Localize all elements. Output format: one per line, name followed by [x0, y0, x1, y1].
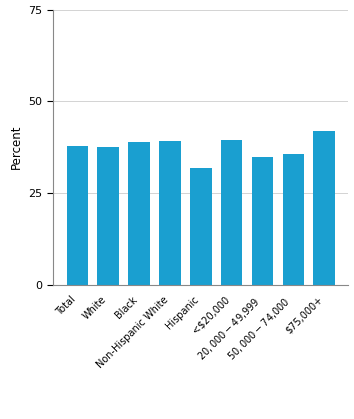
Bar — [97, 147, 119, 285]
Y-axis label: Percent: Percent — [10, 125, 23, 170]
Bar — [221, 140, 242, 285]
Bar — [128, 142, 150, 285]
Bar — [159, 141, 181, 285]
Bar — [67, 146, 88, 285]
Bar — [313, 131, 335, 285]
Bar — [252, 157, 273, 285]
Bar — [282, 154, 304, 285]
Bar — [190, 168, 212, 285]
